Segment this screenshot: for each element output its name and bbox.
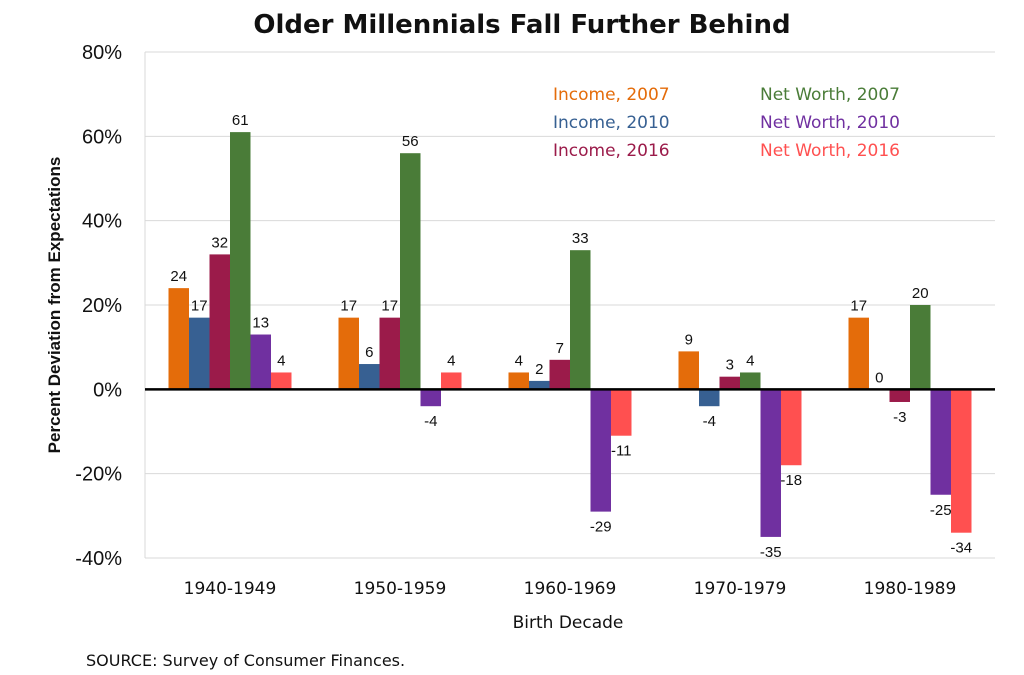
x-tick-label: 1940-1949 [184,579,277,599]
y-axis-title: Percent Deviation from Expectations [45,157,64,454]
data-label: -3 [893,409,906,426]
legend-item: Income, 2007 [553,85,670,105]
x-tick-label: 1970-1979 [694,579,787,599]
y-tick-label: 40% [82,211,122,233]
bar [781,389,802,466]
data-label: 17 [850,298,867,315]
data-label: -11 [611,443,632,460]
data-label: 20 [912,285,929,302]
bar [338,317,359,390]
bar [951,389,972,533]
bar [441,372,462,390]
x-tick-label: 1960-1969 [524,579,617,599]
legend-item: Net Worth, 2007 [760,85,900,105]
data-label: 17 [340,298,357,315]
legend-item: Income, 2010 [553,113,670,133]
data-label: -34 [950,540,972,557]
bar [570,250,591,390]
bar [420,389,441,407]
bar [678,351,699,390]
bar [590,389,611,512]
legend-item: Income, 2016 [553,141,670,161]
x-axis-title: Birth Decade [513,613,624,633]
data-label: 3 [726,357,734,374]
data-label: 6 [365,344,373,361]
source-note: SOURCE: Survey of Consumer Finances. [86,651,405,670]
y-tick-label: 0% [93,379,122,401]
bar [848,317,869,390]
data-label: 17 [381,298,398,315]
data-label: 56 [402,133,419,150]
bar [400,153,421,390]
data-label: 61 [232,112,249,129]
data-label: 2 [535,361,543,378]
bar [189,317,210,390]
data-label: -35 [760,544,782,561]
data-label: 7 [556,340,564,357]
data-label: -29 [590,519,612,536]
bar [250,334,271,390]
bar [611,389,632,436]
x-axis-categories: 1940-1949 1950-1959 1960-1969 1970-1979 1980… [184,579,957,599]
y-axis-ticks: 80% 60% 40% 20% 0% -20% -40% [75,42,122,570]
legend-item: Net Worth, 2016 [760,141,900,161]
bar [230,132,251,390]
data-label: -18 [780,472,802,489]
data-label: 4 [515,352,523,369]
bar [740,372,761,390]
bar [271,372,292,390]
y-tick-label: 60% [82,126,122,148]
data-label: 4 [746,352,754,369]
data-label: -25 [930,502,952,519]
bar [359,364,380,390]
bar [209,254,230,390]
bar [379,317,400,390]
bar [910,305,931,390]
x-tick-label: 1950-1959 [354,579,447,599]
data-label: 9 [685,331,693,348]
data-label: 24 [170,268,187,285]
legend-item: Net Worth, 2010 [760,113,900,133]
x-tick-label: 1980-1989 [864,579,957,599]
bar [719,376,740,390]
data-label: -4 [703,413,716,430]
bar [889,389,910,402]
data-label: 33 [572,230,589,247]
bar [168,288,189,390]
data-label: 4 [277,352,285,369]
data-label: 13 [252,315,269,332]
bar [508,372,529,390]
y-tick-label: 80% [82,42,122,64]
data-label: 0 [875,369,883,386]
bar [699,389,720,407]
bar [549,359,570,390]
bar [760,389,781,537]
y-tick-label: -40% [75,548,122,570]
chart-title: Older Millennials Fall Further Behind [253,10,790,40]
bar [930,389,951,495]
data-label: -4 [424,413,437,430]
y-tick-label: 20% [82,295,122,317]
bar [529,380,550,390]
data-label: 17 [191,298,208,315]
data-label: 4 [447,352,455,369]
bars [168,132,972,537]
data-label: 32 [211,234,228,251]
legend: Income, 2007 Income, 2010 Income, 2016 Net … [553,85,900,161]
y-tick-label: -20% [75,464,122,486]
